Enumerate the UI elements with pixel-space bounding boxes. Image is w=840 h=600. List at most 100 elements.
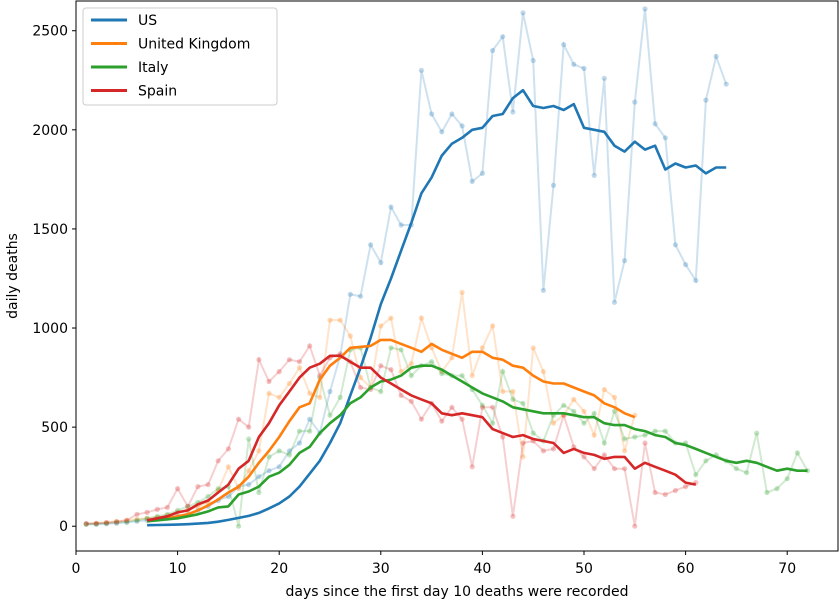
- series-spain-point: [642, 440, 648, 446]
- series-united-kingdom-point: [479, 345, 485, 351]
- series-italy-point: [642, 432, 648, 438]
- series-us-point: [601, 75, 607, 81]
- series-united-kingdom-point: [286, 380, 292, 387]
- series-italy-point: [754, 430, 760, 436]
- series-us-point: [520, 10, 526, 16]
- series-italy-point: [256, 489, 262, 496]
- series-spain-point: [246, 424, 252, 430]
- series-united-kingdom-point: [114, 518, 120, 524]
- series-us-point: [459, 123, 465, 129]
- series-united-kingdom-point: [296, 365, 303, 371]
- series-us-point: [124, 519, 130, 525]
- series-spain-daily-line: [86, 343, 697, 527]
- series-italy-point: [236, 523, 242, 529]
- series-us-point: [296, 440, 303, 446]
- series-united-kingdom-point: [601, 386, 607, 393]
- series-spain-point: [103, 520, 110, 526]
- series-spain-point: [307, 343, 313, 349]
- series-italy-point: [185, 503, 191, 509]
- axes: 0 10 20 30 40 50 60 70 0 500 1000 1500 2000 2500: [32, 24, 796, 577]
- series-spain-point: [439, 418, 445, 424]
- series-united-kingdom-point: [611, 394, 618, 400]
- series-italy-point: [307, 428, 313, 434]
- series-us-point: [672, 242, 679, 248]
- series-us-point: [114, 520, 120, 526]
- series-us-point: [327, 388, 333, 395]
- series-italy-point: [561, 402, 567, 408]
- series-us-average-line: [147, 88, 727, 527]
- series-italy-point: [693, 472, 699, 478]
- series-us-point: [378, 260, 384, 266]
- series-spain-average-line: [146, 354, 697, 522]
- series-spain-point: [215, 458, 221, 464]
- series-us-point: [662, 135, 668, 141]
- series-italy-point: [276, 448, 282, 454]
- series-us-point: [439, 129, 445, 135]
- series-italy-point: [571, 408, 577, 414]
- series-italy-point: [327, 412, 333, 418]
- series-spain-point: [296, 359, 303, 365]
- series-spain-point: [490, 404, 496, 410]
- legend-label-spain: Spain: [138, 84, 177, 100]
- series-united-kingdom-average-line: [157, 338, 636, 522]
- series-us-point: [500, 34, 506, 40]
- series-spain-point: [357, 384, 364, 391]
- series-spain-point: [581, 454, 587, 460]
- series-italy-point: [500, 369, 506, 375]
- series-spain-point: [611, 466, 618, 472]
- series-italy-point: [794, 450, 801, 456]
- series-italy-point: [479, 402, 485, 408]
- series-united-kingdom-point: [449, 355, 455, 361]
- series-spain-point: [195, 484, 201, 490]
- series-lines: [83, 6, 811, 529]
- series-italy-point: [764, 489, 770, 496]
- series-us-point: [429, 111, 435, 117]
- series-italy-point: [388, 345, 394, 351]
- series-us-point: [83, 521, 89, 527]
- series-us-point: [286, 448, 292, 454]
- series-us-point: [652, 121, 658, 127]
- series-spain-point: [134, 511, 140, 517]
- series-us-point: [469, 178, 475, 184]
- series-italy-point: [652, 428, 658, 434]
- series-italy-point: [266, 454, 272, 460]
- series-us-point: [246, 482, 252, 488]
- series-spain-point: [378, 363, 384, 369]
- series-italy-point: [703, 458, 709, 464]
- series-spain-point: [449, 404, 455, 410]
- series-spain-point: [256, 357, 262, 363]
- series-us-point: [703, 97, 709, 103]
- series-us-point: [591, 172, 597, 178]
- series-united-kingdom-point: [459, 289, 465, 295]
- series-us-point: [713, 53, 719, 60]
- series-united-kingdom-point: [540, 369, 547, 375]
- series-spain-point: [418, 416, 424, 422]
- x-tick-label: 0: [72, 561, 81, 577]
- series-italy-point: [296, 428, 303, 434]
- series-united-kingdom-point: [550, 420, 557, 426]
- series-us-point: [622, 258, 628, 264]
- series-united-kingdom-point: [83, 521, 89, 527]
- series-italy-point: [398, 347, 404, 353]
- series-united-kingdom-point: [134, 516, 140, 522]
- series-us-point: [611, 299, 618, 305]
- series-spain-point: [398, 392, 404, 398]
- series-spain-point: [672, 487, 679, 494]
- series-italy-point: [286, 452, 292, 458]
- series-spain-point: [591, 466, 597, 472]
- series-united-kingdom-point: [591, 432, 597, 438]
- series-united-kingdom-point: [388, 315, 394, 321]
- series-spain-point: [479, 404, 485, 410]
- series-spain-point: [469, 464, 475, 470]
- series-us-point: [530, 57, 536, 64]
- y-tick-label: 2500: [32, 24, 68, 40]
- series-us-point: [490, 47, 496, 54]
- series-united-kingdom-point: [246, 468, 252, 474]
- series-united-kingdom-point: [276, 394, 282, 400]
- series-spain-point: [144, 509, 150, 515]
- series-italy-point: [520, 400, 526, 406]
- series-spain-point: [632, 523, 638, 529]
- legend-label-italy: Italy: [138, 60, 168, 76]
- series-us-point: [307, 416, 313, 422]
